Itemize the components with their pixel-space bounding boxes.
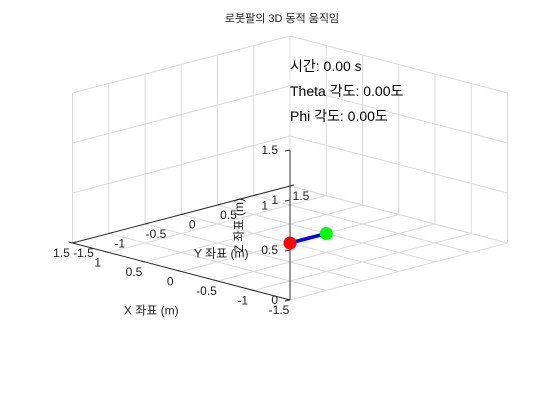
x-tick-label: -0.5 bbox=[196, 284, 217, 298]
z-tick-mark bbox=[284, 299, 291, 302]
y-tick-mark bbox=[289, 184, 295, 187]
y-tick-mark bbox=[253, 194, 258, 196]
y-tick-mark bbox=[217, 203, 222, 206]
y-tick-mark bbox=[72, 241, 77, 244]
y-tick-label: 0.5 bbox=[220, 208, 237, 222]
y-tick-mark bbox=[108, 232, 113, 234]
x-tick-mark bbox=[68, 241, 73, 244]
wall-gridline-z bbox=[289, 85, 508, 144]
data-layer bbox=[283, 227, 333, 250]
axes bbox=[68, 149, 295, 302]
annotation-theta: Theta 각도: 0.00도 bbox=[290, 83, 403, 99]
y-tick-mark bbox=[181, 213, 186, 215]
z-tick-mark bbox=[284, 199, 291, 202]
y-tick-label: -1 bbox=[114, 237, 125, 251]
z-tick-label: 1.5 bbox=[261, 143, 278, 157]
wall-gridline-z bbox=[289, 135, 508, 194]
z-tick-mark bbox=[284, 149, 291, 152]
wall-gridline-z bbox=[289, 185, 508, 244]
wall-gridline-z bbox=[289, 35, 508, 94]
z-tick-label: 1 bbox=[271, 193, 278, 207]
tick-labels: -1.5-1-0.500.511.5 -1.5-1-0.500.511.500.5… bbox=[53, 143, 310, 317]
y-tick-label: 1 bbox=[261, 199, 268, 213]
x-tick-mark bbox=[213, 279, 218, 282]
z-axis-label: Z 좌표 (m) bbox=[232, 198, 246, 252]
x-tick-mark bbox=[140, 260, 146, 263]
y-tick-label: 0 bbox=[189, 218, 196, 232]
annotations: 시간: 0.00 s Theta 각도: 0.00도 Phi 각도: 0.00도 bbox=[290, 58, 403, 124]
x-tick-mark bbox=[177, 270, 182, 272]
z-tick-label: 0.5 bbox=[261, 243, 278, 257]
grid bbox=[72, 35, 508, 301]
y-tick-mark bbox=[144, 222, 150, 225]
x-tick-mark bbox=[249, 289, 254, 291]
start-point bbox=[283, 236, 297, 250]
y-axis-label: Y 좌표 (m) bbox=[194, 247, 249, 261]
wall-gridline-z2 bbox=[72, 35, 291, 94]
x-tick-label: -1.5 bbox=[269, 303, 290, 317]
x-tick-mark bbox=[104, 251, 109, 253]
x-tick-label: -1 bbox=[237, 294, 248, 308]
y-tick-label: -1.5 bbox=[73, 246, 94, 260]
end-point bbox=[319, 227, 333, 240]
wall-gridline-z2 bbox=[72, 85, 291, 144]
x-tick-label: 0 bbox=[167, 275, 174, 289]
x-tick-label: 1.5 bbox=[53, 246, 70, 260]
y-tick-label: -0.5 bbox=[146, 227, 167, 241]
annotation-phi: Phi 각도: 0.00도 bbox=[290, 108, 388, 124]
x-axis-label: X 좌표 (m) bbox=[124, 304, 179, 318]
y-tick-label: 1.5 bbox=[293, 189, 310, 203]
annotation-time: 시간: 0.00 s bbox=[290, 58, 362, 74]
floor-gridline-y bbox=[144, 223, 363, 282]
x-tick-label: 0.5 bbox=[126, 265, 143, 279]
chart-title: 로봇팔의 3D 동적 움직임 bbox=[225, 12, 339, 25]
wall-gridline-z2 bbox=[72, 135, 291, 194]
x-tick-label: 1 bbox=[94, 256, 101, 270]
z-tick-label: 0 bbox=[271, 293, 278, 307]
z-tick-mark bbox=[284, 249, 291, 252]
